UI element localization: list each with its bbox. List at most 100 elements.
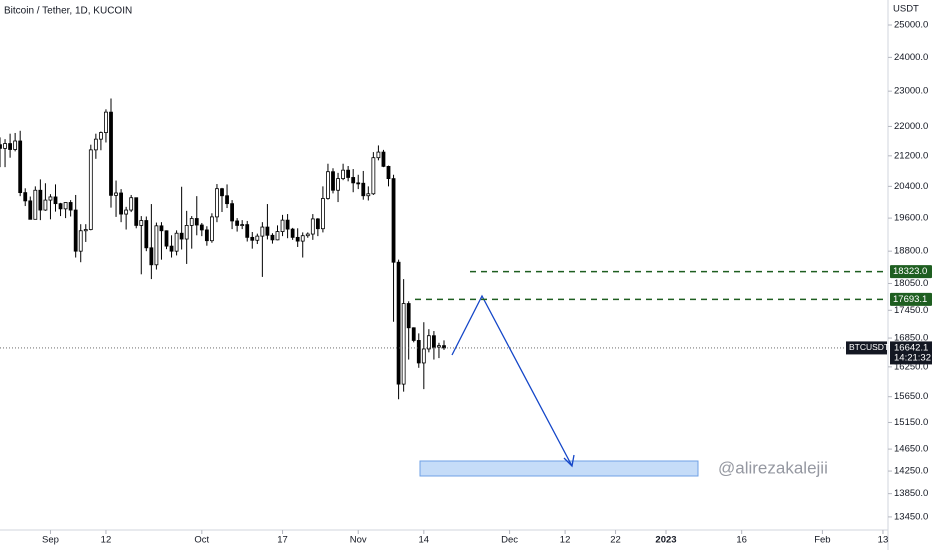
x-tick-label: Nov [350,535,367,546]
candle-body [437,345,441,348]
y-tick-label: 13850.0 [894,488,928,499]
watermark: @alirezakalejii [718,458,828,477]
y-tick-label: 14650.0 [894,444,928,455]
x-tick-label: Dec [501,535,518,546]
candle-body [159,225,164,232]
candle-body [295,236,300,242]
candle-body [189,218,194,226]
candle-body [129,197,134,211]
candle-body [23,192,28,202]
candle-body [225,195,229,205]
candle-body [43,199,48,211]
candle-body [154,225,159,266]
x-tick-label: 12 [560,535,571,546]
candle-body [331,171,335,191]
candle-body [356,182,361,185]
candle-body [300,235,305,242]
candle-body [169,245,174,252]
y-tick-label: 21200.0 [894,150,928,161]
candle-body [0,144,2,149]
x-tick-label: 2023 [655,535,676,546]
candle-body [78,230,83,252]
candle-body [245,224,250,238]
chart-title: Bitcoin / Tether, 1D, KUCOIN [4,6,132,17]
candle-body [280,219,285,232]
candle-body [93,138,98,151]
candle-body [63,202,68,210]
candle-body [275,231,280,241]
candle-body [336,178,340,191]
y-tick-label: 16250.0 [894,361,928,372]
candle-body [53,196,58,205]
candle-body [230,203,234,222]
last-price-box [890,341,932,365]
candle-body [416,340,421,364]
candle-body [411,327,416,341]
candle-body [3,143,7,149]
candle-body [255,235,260,241]
candle-body [13,140,18,150]
candle-body [290,228,295,238]
candle-body [321,198,325,230]
y-tick-label: 19600.0 [894,213,928,224]
last-price-label: 16642.1 [894,342,928,353]
candle-body [351,177,356,184]
candle-body [341,169,345,180]
x-tick-label: Sep [42,535,59,546]
arrow-head [563,454,575,468]
y-tick-label: 24000.0 [894,52,928,63]
candle-body [305,233,310,237]
candle-body [260,226,265,237]
y-tick-label: 17450.0 [894,305,928,316]
candle-body [326,171,330,199]
x-tick-label: Feb [814,535,830,546]
candle-body [58,203,63,210]
candle-body [391,178,396,263]
candle-body [48,196,53,201]
candle-body [184,225,189,240]
x-tick-label: 22 [610,535,621,546]
candle-body [381,151,386,167]
candle-body [124,209,129,215]
y-tick-label: 23000.0 [894,86,928,97]
level-label: 17693.1 [893,294,927,305]
candle-body [28,200,33,220]
candle-body [114,192,118,196]
candle-body [426,335,431,350]
y-tick-label: 18800.0 [894,246,928,257]
level-box [890,265,932,279]
candle-body [371,157,376,195]
projection-arrow [451,294,573,467]
candle-body [88,149,93,230]
candle-body [8,143,12,150]
candle-body [164,230,169,247]
candle-body [270,234,275,241]
candle-body [99,132,103,140]
candle-body [265,226,270,236]
x-tick-label: 14 [419,535,430,546]
candle-body [210,216,214,242]
candle-body [285,219,290,230]
y-tick-label: 15150.0 [894,417,928,428]
candle-body [240,224,245,227]
x-tick-label: 13 [878,535,889,546]
candle-body [396,261,401,385]
y-tick-label: 14250.0 [894,466,928,477]
candle-body [401,303,406,385]
y-tick-label: 20400.0 [894,181,928,192]
candle-body [149,247,154,266]
candle-body [18,140,23,194]
symbol-box [846,341,887,355]
y-tick-label: 13450.0 [894,511,928,522]
level-label: 18323.0 [893,266,927,277]
x-tick-label: Oct [194,535,209,546]
y-tick-label: 16850.0 [894,333,928,344]
candle-body [109,111,113,196]
candle-body [215,188,219,218]
candle-body [386,165,391,180]
level-box [890,292,932,306]
candle-body [346,169,351,178]
candle-body [310,218,315,235]
y-tick-label: 22000.0 [894,121,928,132]
